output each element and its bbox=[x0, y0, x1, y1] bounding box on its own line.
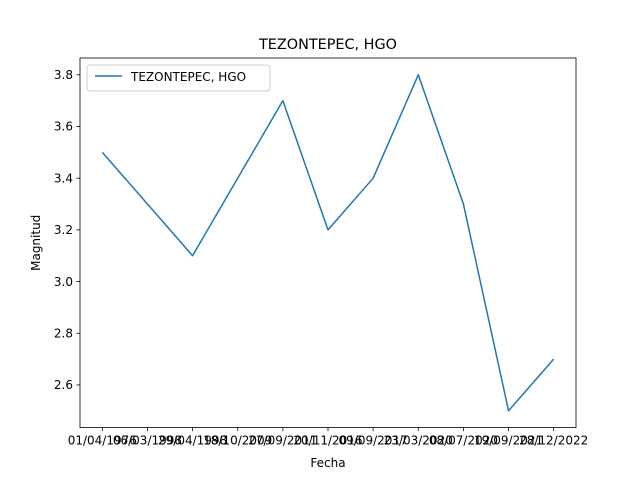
x-tick-label: 01/04/1976 bbox=[68, 434, 137, 448]
x-tick-label: 09/09/2017 bbox=[339, 434, 408, 448]
y-tick-label: 3.2 bbox=[54, 223, 73, 237]
x-tick-label: 19/09/2021 bbox=[474, 434, 543, 448]
x-tick-label: 18/10/2009 bbox=[203, 434, 272, 448]
x-tick-label: 08/07/2020 bbox=[429, 434, 498, 448]
legend-box bbox=[86, 64, 271, 92]
legend: TEZONTEPEC, HGO bbox=[86, 64, 271, 92]
legend-label: TEZONTEPEC, HGO bbox=[130, 70, 246, 84]
y-tick-label: 3.0 bbox=[54, 275, 73, 289]
series-line bbox=[101, 74, 555, 412]
chart-title: TEZONTEPEC, HGO bbox=[258, 37, 397, 53]
x-tick-label: 20/11/2016 bbox=[293, 434, 362, 448]
y-tick-label: 3.4 bbox=[54, 171, 73, 185]
x-tick-label: 23/03/2020 bbox=[384, 434, 453, 448]
y-tick-label: 3.8 bbox=[54, 68, 73, 82]
x-tick-label: 27/09/2011 bbox=[248, 434, 317, 448]
y-tick-label: 3.6 bbox=[54, 120, 73, 134]
y-axis-label: Magnitud bbox=[29, 215, 43, 271]
plot-frame bbox=[79, 57, 577, 429]
y-tick-label: 2.8 bbox=[54, 326, 73, 340]
x-tick-label: 29/04/1998 bbox=[158, 434, 227, 448]
x-axis-label: Fecha bbox=[310, 456, 345, 470]
x-tick-label: 06/03/1998 bbox=[113, 434, 182, 448]
y-tick-label: 2.6 bbox=[54, 378, 73, 392]
x-tick-label: 28/12/2022 bbox=[519, 434, 588, 448]
